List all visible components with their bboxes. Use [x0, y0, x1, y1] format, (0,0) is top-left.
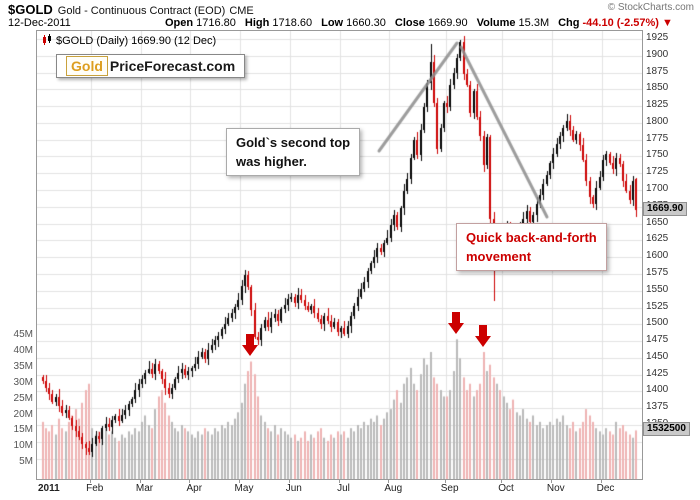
- price-tick-label: 1775: [646, 132, 669, 144]
- volume-tick-label: 15M: [13, 424, 33, 436]
- stockcharts-copyright: © StockCharts.com: [607, 2, 694, 13]
- month-label: May: [234, 483, 254, 494]
- price-tick-label: 1575: [646, 266, 669, 278]
- chart-header: $GOLD Gold - Continuous Contract (EOD) CME…: [8, 2, 694, 17]
- month-label: Nov: [546, 483, 565, 494]
- price-tick-label: 1550: [646, 283, 669, 295]
- month-label: 2011: [38, 483, 60, 494]
- price-tick-label: 1525: [646, 300, 669, 312]
- month-label: Sep: [440, 483, 459, 494]
- month-tick-mark: [501, 479, 502, 483]
- annotation-second-top-line2: was higher.: [236, 154, 307, 169]
- price-tick-label: 1800: [646, 115, 669, 127]
- high-value: 1718.60: [272, 17, 313, 29]
- price-tick-label: 1475: [646, 334, 669, 346]
- logo-gold-text: Gold: [66, 56, 108, 76]
- annotation-second-top-line1: Gold`s second top: [236, 135, 351, 150]
- price-tick-label: 1375: [646, 401, 669, 413]
- month-tick-mark: [90, 479, 91, 483]
- month-label: Oct: [498, 483, 514, 494]
- volume-label: Volume: [476, 17, 516, 29]
- month-tick-mark: [388, 479, 389, 483]
- quote-date: 12-Dec-2011: [8, 17, 71, 29]
- month-tick-mark: [339, 479, 340, 483]
- month-tick-mark: [445, 479, 446, 483]
- chg-value: -44.10 (-2.57%): [582, 17, 659, 29]
- month-tick-mark: [140, 479, 141, 483]
- price-tick-label: 1850: [646, 82, 669, 94]
- price-tick-label: 1750: [646, 149, 669, 161]
- open-value: 1716.80: [196, 17, 236, 29]
- price-tick-label: 1500: [646, 317, 669, 329]
- date-axis: 2011 Feb Mar Apr May Jun Jul Aug Sep Oct Nov Dec: [36, 479, 643, 499]
- last-volume-label: 1532500: [643, 422, 690, 437]
- exchange: CME: [229, 5, 254, 17]
- price-tick-label: 1700: [646, 183, 669, 195]
- volume-tick-label: 30M: [13, 376, 33, 388]
- volume-value: 15.3M: [518, 17, 550, 29]
- price-tick-label: 1725: [646, 166, 669, 178]
- volume-tick-label: 45M: [13, 329, 33, 341]
- price-tick-label: 1925: [646, 32, 669, 43]
- logo-rest-text: PriceForecast.com: [109, 58, 236, 74]
- close-label: Close: [394, 17, 425, 29]
- volume-tick-label: 35M: [13, 360, 33, 372]
- chg-label: Chg: [558, 17, 580, 29]
- candlestick-style-icon: [43, 34, 51, 45]
- price-tick-label: 1900: [646, 48, 669, 60]
- month-label: Aug: [384, 483, 403, 494]
- month-tick-mark: [551, 479, 552, 483]
- symbol-description: Gold - Continuous Contract (EOD): [57, 5, 226, 17]
- month-tick-mark: [601, 479, 602, 483]
- volume-tick-label: 20M: [13, 408, 33, 420]
- volume-tick-label: 5M: [19, 456, 33, 468]
- quote-line: 12-Dec-2011 Open 1716.80 High 1718.60 Low 1660…: [8, 17, 694, 29]
- legend-text: $GOLD (Daily) 1669.90 (12 Dec): [56, 35, 217, 47]
- annotation-back-and-forth-line1: Quick back-and-forth: [466, 230, 597, 245]
- price-tick-label: 1625: [646, 233, 669, 245]
- high-label: High: [244, 17, 270, 29]
- month-tick-mark: [289, 479, 290, 483]
- price-tick-label: 1400: [646, 384, 669, 396]
- goldpriceforecast-logo: Gold PriceForecast.com: [56, 54, 246, 78]
- month-label: Jul: [337, 483, 350, 494]
- month-label: Apr: [186, 483, 203, 494]
- annotation-second-top: Gold`s second top was higher.: [226, 128, 361, 176]
- volume-tick-label: 25M: [13, 392, 33, 404]
- close-value: 1669.90: [427, 17, 468, 29]
- month-label: Feb: [86, 483, 104, 494]
- month-label: Jun: [285, 483, 302, 494]
- red-down-arrow-icon: [475, 325, 491, 347]
- price-tick-label: 1425: [646, 367, 669, 379]
- month-label: Dec: [596, 483, 615, 494]
- red-down-arrow-icon: [448, 312, 464, 334]
- price-tick-label: 1825: [646, 99, 669, 111]
- price-tick-label: 1650: [646, 216, 669, 228]
- last-price-label: 1669.90: [643, 202, 688, 217]
- open-label: Open: [165, 17, 194, 29]
- low-label: Low: [321, 17, 344, 29]
- volume-tick-label: 40M: [13, 345, 33, 356]
- volume-axis: 45M 40M 35M 30M 25M 20M 15M 10M 5M: [2, 0, 33, 500]
- month-tick-mark: [189, 479, 190, 483]
- annotation-back-and-forth-line2: movement: [466, 249, 532, 264]
- volume-tick-label: 10M: [13, 440, 33, 452]
- price-tick-label: 1600: [646, 250, 669, 262]
- month-label: Mar: [135, 483, 154, 494]
- month-tick-mark: [239, 479, 240, 483]
- low-value: 1660.30: [346, 17, 386, 29]
- price-tick-label: 1450: [646, 350, 669, 362]
- chart-legend: $GOLD (Daily) 1669.90 (12 Dec): [42, 34, 216, 47]
- price-tick-label: 1875: [646, 65, 669, 77]
- chg-down-triangle-icon: ▼: [661, 17, 673, 29]
- annotation-back-and-forth: Quick back-and-forth movement: [456, 223, 607, 271]
- symbol: $GOLD: [8, 2, 53, 17]
- red-down-arrow-icon: [242, 334, 258, 356]
